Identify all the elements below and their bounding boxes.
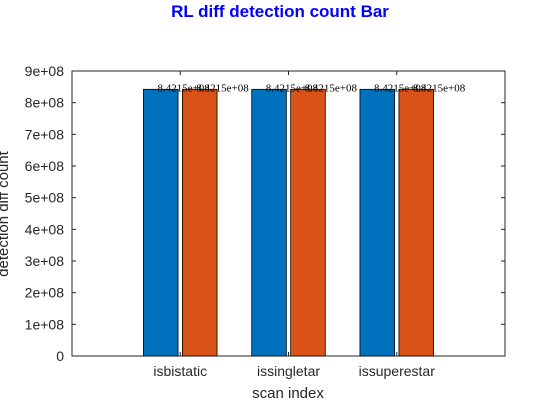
plot-frame <box>71 70 506 357</box>
data-label: 8.4215e+08 <box>196 82 249 94</box>
bar-isbistatic-2 <box>182 88 218 357</box>
bar-issuperestar-1 <box>359 88 395 357</box>
data-label: 8.4215e+08 <box>305 82 358 94</box>
y-tick-label: 4e+08 <box>25 221 65 237</box>
y-tick-label: 7e+08 <box>25 126 65 142</box>
x-tick-label: isbistatic <box>153 363 207 379</box>
x-axis: isbistatic issingletar issuperestar <box>153 71 435 379</box>
data-labels-layer: 8.4215e+088.4215e+08 8.4215e+088.4215e+08… <box>157 82 465 94</box>
bar-issingletar-2 <box>290 88 326 357</box>
y-tick-label: 1e+08 <box>25 316 65 332</box>
data-label: 8.4215e+08 <box>374 82 427 94</box>
x-axis-label: scan index <box>252 385 324 402</box>
bar-issuperestar-2 <box>398 88 434 357</box>
y-tick-label: 8e+08 <box>25 95 65 111</box>
bar-issingletar-1 <box>251 88 287 357</box>
y-axis-label: detection diff count <box>0 150 12 276</box>
bar-isbistatic-1 <box>143 88 179 357</box>
data-label: 8.4215e+08 <box>157 82 210 94</box>
x-tick-label: issingletar <box>257 363 320 379</box>
y-tick-label: 2e+08 <box>25 285 65 301</box>
y-tick-label: 5e+08 <box>25 190 65 206</box>
data-label: 8.4215e+08 <box>266 82 319 94</box>
y-tick-label: 3e+08 <box>25 253 65 269</box>
y-axis: 0 1e+08 2e+08 3e+08 4e+08 5e+08 6e+08 7e+08 8e+0… <box>25 63 505 364</box>
y-tick-label: 6e+08 <box>25 158 65 174</box>
chart-title: RL diff detection count Bar <box>171 2 389 21</box>
y-tick-label: 9e+08 <box>25 63 65 79</box>
x-tick-label: issuperestar <box>359 363 436 379</box>
y-tick-label: 0 <box>56 348 64 364</box>
bars-layer <box>143 88 434 357</box>
data-label: 8.4215e+08 <box>413 82 466 94</box>
plot-area <box>71 70 506 357</box>
